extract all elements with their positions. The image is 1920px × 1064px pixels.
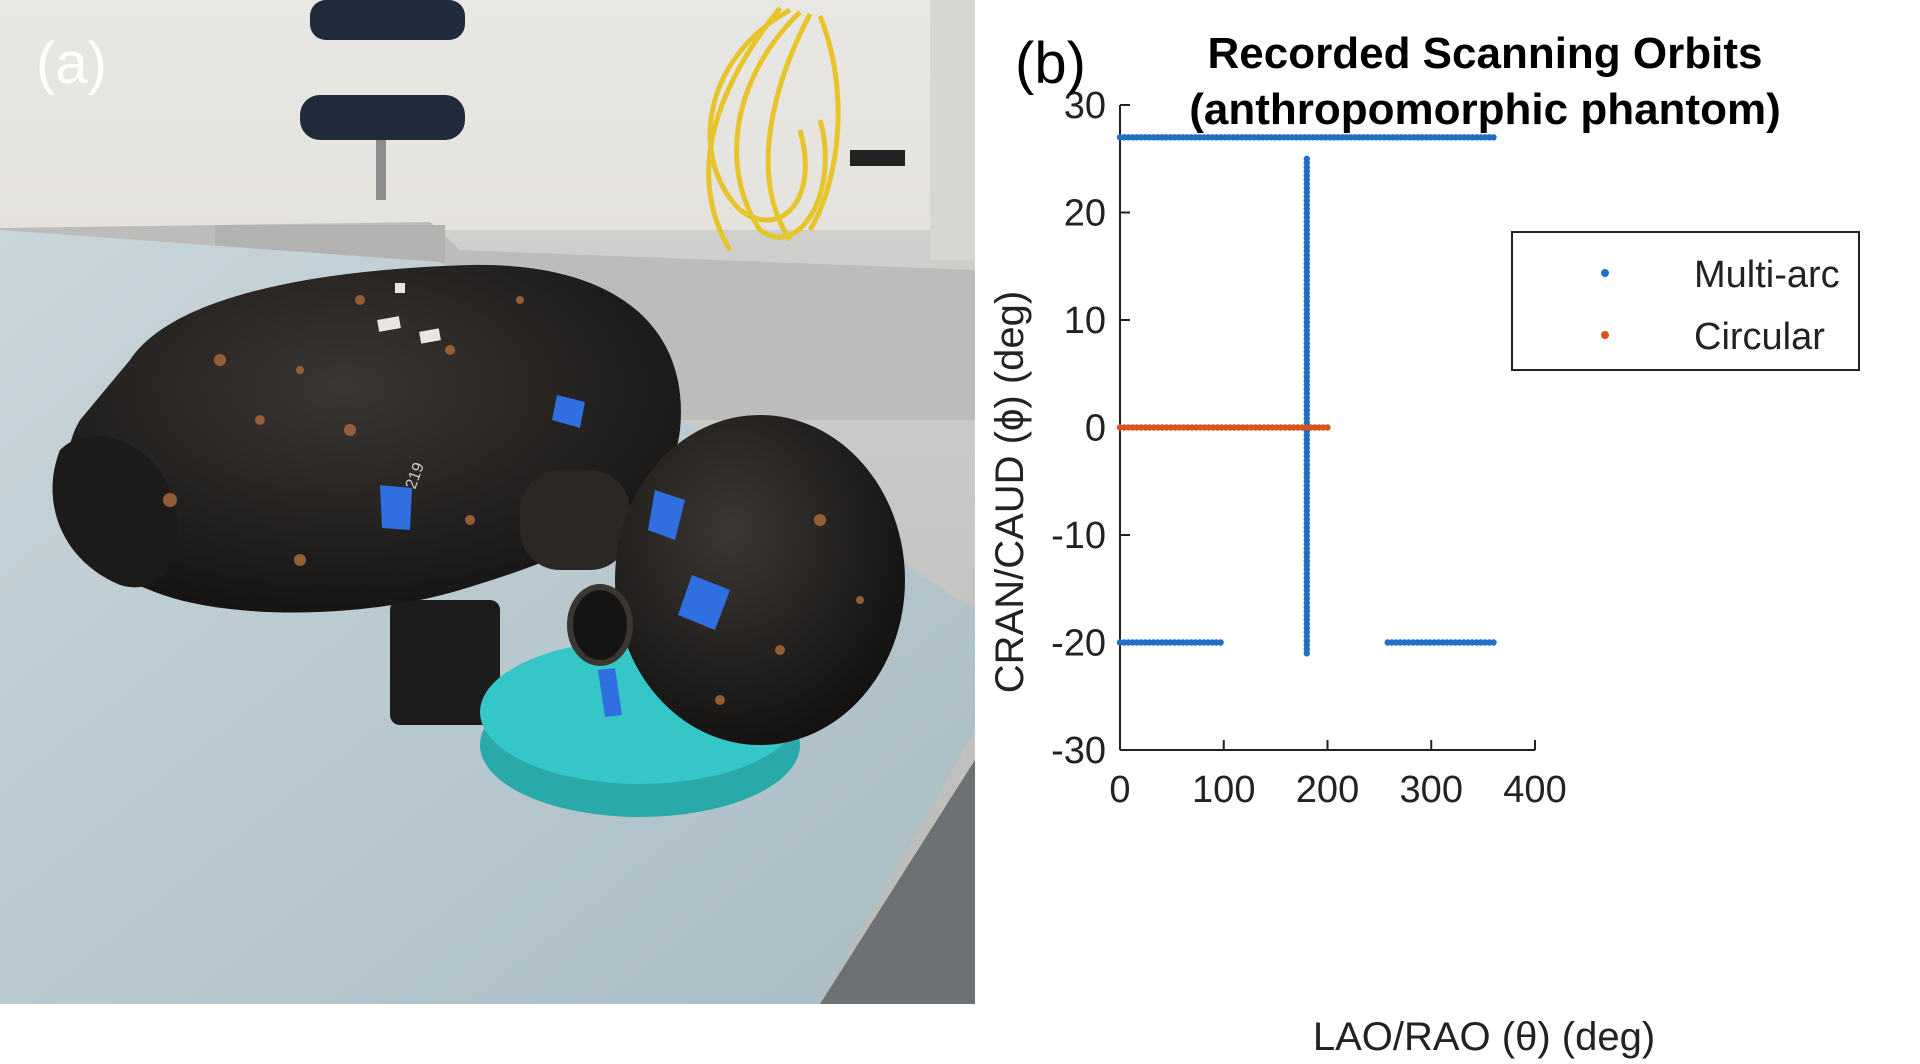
legend-label-circular: Circular — [1694, 316, 1825, 358]
data-point — [1217, 639, 1224, 646]
chart-legend: Multi-arc Circular — [1511, 231, 1860, 371]
chart-title-line-2: (anthropomorphic phantom) — [1189, 85, 1781, 134]
phantom-photo: 219 (a) — [0, 0, 975, 1004]
x-tick-label: 100 — [1192, 769, 1255, 811]
chart-title-line-1: Recorded Scanning Orbits — [1208, 29, 1763, 78]
y-axis-label: CRAN/CAUD (ϕ) (deg) — [988, 291, 1032, 693]
stool-seat — [310, 0, 465, 40]
y-tick-label: 0 — [1085, 408, 1106, 450]
marker-tape — [380, 395, 730, 717]
legend-label-multi-arc: Multi-arc — [1694, 254, 1840, 296]
x-tick-label: 0 — [1109, 769, 1130, 811]
panel-b-label: (b) — [1015, 31, 1086, 96]
x-tick-label: 300 — [1400, 769, 1463, 811]
data-point — [1490, 639, 1497, 646]
series-circular — [1116, 424, 1331, 431]
y-tick-label: 10 — [1064, 300, 1106, 342]
data-point — [1303, 155, 1310, 162]
x-tick-label: 200 — [1296, 769, 1359, 811]
y-tick-label: -10 — [1051, 515, 1106, 557]
legend-marker-circular — [1601, 331, 1609, 339]
phantom-photo-illustration: 219 — [0, 0, 975, 1004]
x-axis-label: LAO/RAO (θ) (deg) — [1313, 1015, 1655, 1059]
chart-series — [1116, 134, 1497, 657]
y-tick-label: -20 — [1051, 623, 1106, 665]
data-point — [1490, 134, 1497, 141]
y-tick-label: 20 — [1064, 193, 1106, 235]
orbit-scatter-chart: Recorded Scanning Orbits (anthropomorphi… — [988, 29, 1860, 1059]
data-point — [1324, 424, 1331, 431]
cable-bundle — [706, 6, 841, 252]
legend-box — [1511, 231, 1860, 371]
x-tick-label: 400 — [1503, 769, 1566, 811]
series-multi-arc — [1116, 134, 1497, 657]
y-tick-label: -30 — [1051, 730, 1106, 772]
phantom-head — [615, 415, 905, 745]
orbit-chart-panel: Recorded Scanning Orbits (anthropomorphi… — [975, 0, 1920, 1064]
panel-a-label: (a) — [36, 31, 107, 96]
foam-block — [390, 600, 500, 725]
stool-back — [300, 95, 465, 140]
y-tick-label: 30 — [1064, 85, 1106, 127]
legend-marker-multi-arc — [1601, 269, 1609, 277]
